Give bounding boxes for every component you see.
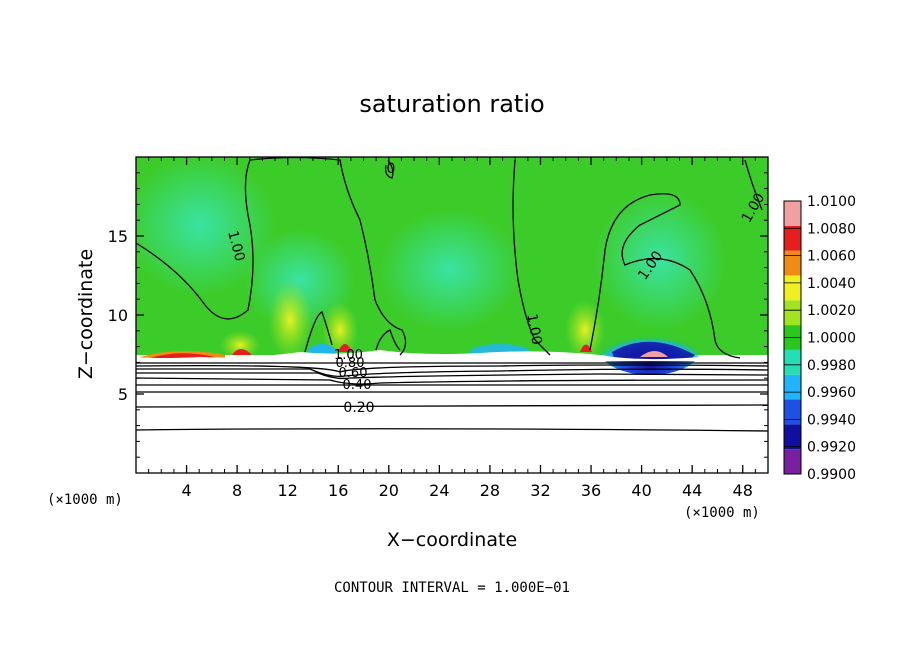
x-axis: 4 8 12 16 20 24 28 32 36 40 44 48 — [148, 157, 756, 500]
x-tick-label: 28 — [480, 481, 500, 500]
contour-label: 1.00 — [224, 229, 248, 263]
colorbar-label: 0.9940 — [807, 412, 856, 428]
x-tick-label: 44 — [682, 481, 702, 500]
y-tick-label: 15 — [108, 227, 128, 246]
colorbar-swatch — [784, 374, 801, 400]
contour-label: 1.00 — [334, 348, 363, 363]
x-tick-label: 20 — [379, 481, 399, 500]
colorbar-swatch — [784, 275, 801, 301]
colorbar-swatch — [784, 300, 801, 326]
contour-label: 1.00 — [523, 313, 544, 346]
colorbar-swatch — [784, 225, 801, 251]
colorbar-label: 1.0060 — [807, 249, 856, 265]
colorbar-label: 1.0040 — [807, 276, 856, 292]
color-legend: 0.9900 0.9920 0.9940 0.9960 0.9980 1.0000 1.00… — [783, 194, 856, 483]
contour-label: 0.20 — [343, 400, 374, 416]
colorbar-label: 0.9980 — [807, 358, 856, 374]
colorbar-swatch — [784, 424, 801, 450]
colorbar-label: 0.9900 — [807, 467, 856, 483]
x-unit-label-left: (×1000 m) — [47, 492, 123, 508]
colorbar-label: 1.0080 — [807, 221, 856, 237]
x-tick-label: 40 — [631, 481, 651, 500]
chart-title: saturation ratio — [359, 90, 544, 118]
contour-label: 0 — [387, 161, 396, 177]
contour-label: 0.80 — [336, 356, 365, 371]
colorbar-swatch — [784, 349, 801, 375]
x-tick-label: 32 — [530, 481, 550, 500]
y-axis: 5 10 15 — [108, 172, 768, 458]
contour-label: 0.60 — [339, 366, 368, 381]
x-tick-label: 8 — [232, 481, 242, 500]
colorbar-swatch — [784, 449, 801, 474]
colorbar-label: 1.0020 — [807, 303, 856, 319]
y-tick-label: 5 — [118, 385, 128, 404]
x-unit-label-right: (×1000 m) — [684, 505, 760, 521]
colorbar-label: 1.0000 — [807, 331, 856, 347]
colorbar-label: 0.9920 — [807, 440, 856, 456]
x-tick-label: 36 — [581, 481, 601, 500]
x-tick-label: 48 — [733, 481, 753, 500]
colorbar-swatch — [784, 399, 801, 425]
colorbar-swatch — [784, 250, 801, 276]
x-tick-label: 24 — [429, 481, 449, 500]
x-tick-label: 12 — [278, 481, 298, 500]
x-tick-label: 4 — [181, 481, 191, 500]
contour-interval-note: CONTOUR INTERVAL = 1.000E−01 — [334, 580, 570, 596]
colorbar-swatch — [784, 201, 801, 226]
contour-label: 0.40 — [343, 378, 372, 393]
colorbar-label: 0.9960 — [807, 385, 856, 401]
y-tick-label: 10 — [108, 306, 128, 325]
x-tick-label: 16 — [328, 481, 348, 500]
contour-lines — [136, 157, 768, 432]
colorbar-label: 1.0100 — [807, 194, 856, 210]
y-axis-title: Z−coordinate — [75, 249, 97, 379]
x-axis-title: X−coordinate — [387, 529, 517, 551]
heatmap-field — [136, 157, 768, 473]
